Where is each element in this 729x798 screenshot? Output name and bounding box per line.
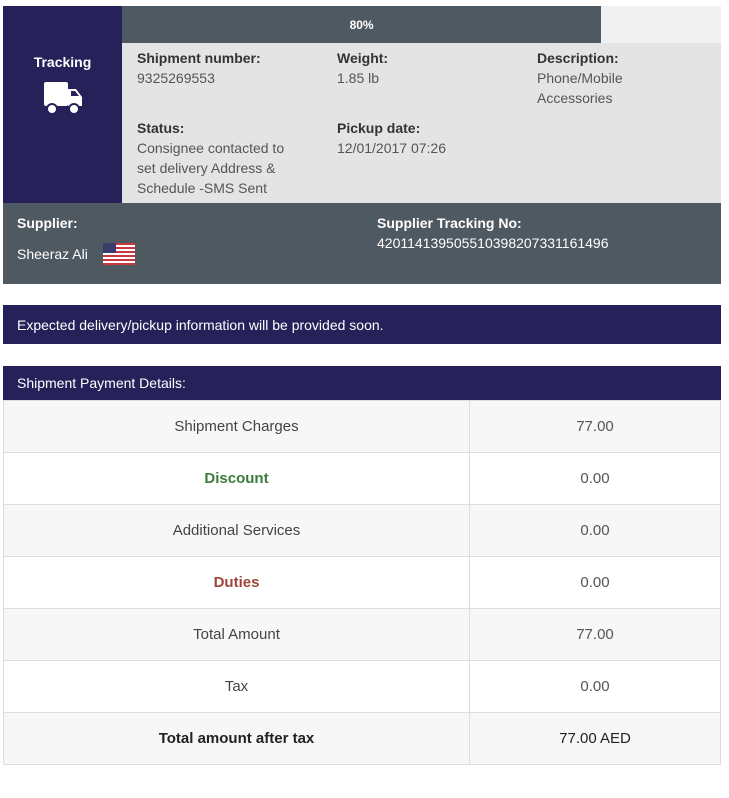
table-row: Duties 0.00 — [3, 556, 721, 609]
row-value: 0.00 — [469, 452, 721, 505]
truck-icon — [43, 82, 82, 115]
supplier-panel: Supplier: Sheeraz Ali Supplier Tracking … — [3, 203, 721, 284]
supplier-name: Sheeraz Ali — [17, 246, 88, 262]
row-label: Duties — [3, 556, 470, 609]
table-row: Total amount after tax 77.00 AED — [3, 712, 721, 765]
payment-header: Shipment Payment Details: — [3, 366, 721, 400]
row-label: Total Amount — [3, 608, 470, 661]
row-value: 77.00 — [469, 400, 721, 453]
row-value: 0.00 — [469, 504, 721, 557]
supplier-label: Supplier: — [17, 215, 78, 231]
table-row: Tax 0.00 — [3, 660, 721, 713]
row-label: Total amount after tax — [3, 712, 470, 765]
table-row: Total Amount 77.00 — [3, 608, 721, 661]
progress-label: 80% — [349, 17, 374, 32]
shipment-number: Shipment number: 9325269553 — [137, 50, 261, 86]
row-label: Shipment Charges — [3, 400, 470, 453]
row-label: Discount — [3, 452, 470, 505]
row-value: 0.00 — [469, 556, 721, 609]
payment-table: Shipment Charges 77.00 Discount 0.00 Additio… — [3, 400, 721, 765]
progress-fill: 80% — [122, 6, 602, 43]
us-flag-icon — [103, 243, 135, 265]
tracking-panel: Tracking — [3, 6, 122, 203]
status: Status: Consignee contacted to set delive… — [137, 120, 285, 196]
pickup-date: Pickup date: 12/01/2017 07:26 — [337, 120, 446, 156]
row-label: Tax — [3, 660, 470, 713]
table-row: Additional Services 0.00 — [3, 504, 721, 557]
row-value: 77.00 — [469, 608, 721, 661]
row-label: Additional Services — [3, 504, 470, 557]
progress-bar: 80% — [122, 6, 721, 43]
supplier-tracking-label: Supplier Tracking No: — [377, 215, 522, 231]
row-value: 77.00 AED — [469, 712, 721, 765]
table-row: Shipment Charges 77.00 — [3, 400, 721, 453]
description: Description: Phone/Mobile Accessories — [537, 50, 623, 106]
table-row: Discount 0.00 — [3, 452, 721, 505]
weight: Weight: 1.85 lb — [337, 50, 389, 86]
delivery-notice: Expected delivery/pickup information wil… — [3, 305, 721, 344]
tracking-label: Tracking — [33, 54, 92, 70]
supplier-tracking-number: 420114139505510398207331161496 — [377, 235, 609, 251]
row-value: 0.00 — [469, 660, 721, 713]
shipment-info: Shipment number: 9325269553 Weight: 1.85 l… — [122, 43, 721, 203]
